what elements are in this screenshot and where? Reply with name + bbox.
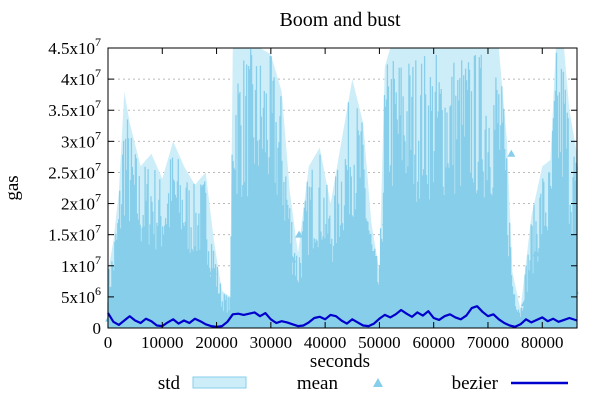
y-tick-label: 1x107	[61, 253, 101, 276]
bezier-line	[107, 305, 578, 328]
legend-label-bezier: bezier	[452, 373, 499, 394]
mean-point	[559, 243, 568, 251]
mean-points	[105, 149, 579, 322]
mean-point	[381, 218, 390, 226]
mean-point	[520, 299, 529, 307]
mean-point	[322, 243, 331, 251]
mean-point	[253, 274, 262, 282]
mean-point	[532, 249, 541, 257]
y-tick-label: 4.5x107	[48, 35, 101, 58]
x-tick-label: 10000	[141, 333, 184, 352]
y-tick-label-base: 3x10	[61, 132, 95, 151]
y-tick-label-base: 1x10	[61, 257, 95, 276]
y-tick-label-exponent: 7	[95, 128, 101, 142]
mean-point	[566, 261, 575, 269]
y-tick-label-base: 4x10	[61, 70, 95, 89]
mean-point	[188, 249, 197, 257]
y-tick-label: 3.5x107	[48, 97, 101, 120]
mean-point	[349, 268, 358, 275]
y-tick-label: 3x107	[61, 128, 101, 151]
mean-point	[334, 292, 343, 300]
chart-title: Boom and bust	[279, 9, 401, 31]
mean-point	[442, 280, 451, 288]
x-tick-label: 70000	[467, 333, 510, 352]
mean-point	[117, 249, 126, 257]
y-tick-label-exponent: 7	[95, 66, 101, 80]
x-tick-label: 80000	[521, 333, 564, 352]
x-tick-label: 30000	[250, 333, 293, 352]
x-tick-label: 50000	[358, 333, 401, 352]
y-tick-label: 2.5x107	[48, 159, 101, 182]
mean-point	[431, 255, 440, 263]
legend-item-bezier: bezier	[452, 373, 568, 394]
mean-point	[132, 268, 141, 275]
y-tick-label-base: 2.5x10	[48, 163, 95, 182]
y-tick-label-exponent: 6	[95, 284, 101, 298]
mean-point	[197, 302, 206, 310]
mean-point	[368, 302, 377, 310]
y-tick-label-base: 3.5x10	[48, 101, 95, 120]
y-tick-label-exponent: 7	[95, 97, 101, 111]
legend-marker-mean	[373, 378, 383, 387]
mean-point	[144, 243, 153, 251]
y-tick-label-exponent: 7	[95, 159, 101, 173]
mean-point	[217, 308, 226, 316]
mean-point	[164, 255, 173, 263]
y-tick-label-exponent: 7	[95, 253, 101, 267]
legend-label-mean: mean	[297, 373, 339, 394]
mean-point	[507, 149, 516, 157]
y-tick-label: 1.5x107	[48, 222, 101, 245]
mean-point	[123, 292, 132, 300]
x-axis: 0 10000 20000 30000 40000 50000 60000 70000 8000…	[104, 48, 564, 352]
y-tick-label: 4x107	[61, 66, 101, 89]
y-tick-label: 0	[93, 319, 102, 338]
legend-swatch-std	[192, 376, 247, 389]
y-tick-label-base: 4.5x10	[48, 39, 95, 58]
legend: std mean bezier	[158, 373, 568, 394]
mean-point	[550, 286, 559, 294]
y-tick-label: 2x107	[61, 191, 101, 214]
mean-point	[309, 280, 318, 288]
y-tick-label-exponent: 7	[95, 191, 101, 205]
mean-point	[234, 224, 243, 232]
mean-point	[469, 286, 478, 294]
mean-point	[481, 230, 490, 238]
y-axis-label: gas	[2, 175, 23, 200]
y-tick-label-base: 2x10	[61, 195, 95, 214]
x-tick-label: 60000	[412, 333, 455, 352]
mean-point	[397, 274, 406, 282]
x-axis-label: seconds	[310, 351, 370, 372]
mean-point	[416, 199, 425, 207]
mean-point	[457, 205, 466, 213]
y-tick-label-base: 1.5x10	[48, 226, 95, 245]
mean-point	[540, 274, 549, 282]
mean-point	[295, 230, 304, 238]
y-tick-label: 5x106	[61, 284, 101, 307]
y-tick-label-base: 0	[93, 319, 102, 338]
mean-point	[174, 280, 183, 288]
y-tick-label-exponent: 7	[95, 35, 101, 49]
y-axis: 05x1061x1071.5x1072x1072.5x1073x1073.5x1…	[48, 35, 577, 338]
mean-point	[272, 193, 281, 201]
x-tick-label: 40000	[304, 333, 347, 352]
y-tick-label-exponent: 7	[95, 222, 101, 236]
mean-point	[494, 261, 503, 269]
x-tick-label: 20000	[195, 333, 238, 352]
y-tick-label-base: 5x10	[61, 288, 95, 307]
mean-point	[288, 255, 297, 263]
mean-point	[155, 299, 164, 307]
legend-label-std: std	[158, 373, 181, 394]
plot-frame	[107, 47, 578, 329]
x-tick-label: 0	[104, 333, 113, 352]
legend-item-mean: mean	[297, 373, 383, 394]
bezier-series-line	[107, 305, 578, 328]
mean-point	[359, 236, 368, 244]
legend-item-std: std	[158, 373, 247, 394]
mean-point	[208, 268, 217, 275]
